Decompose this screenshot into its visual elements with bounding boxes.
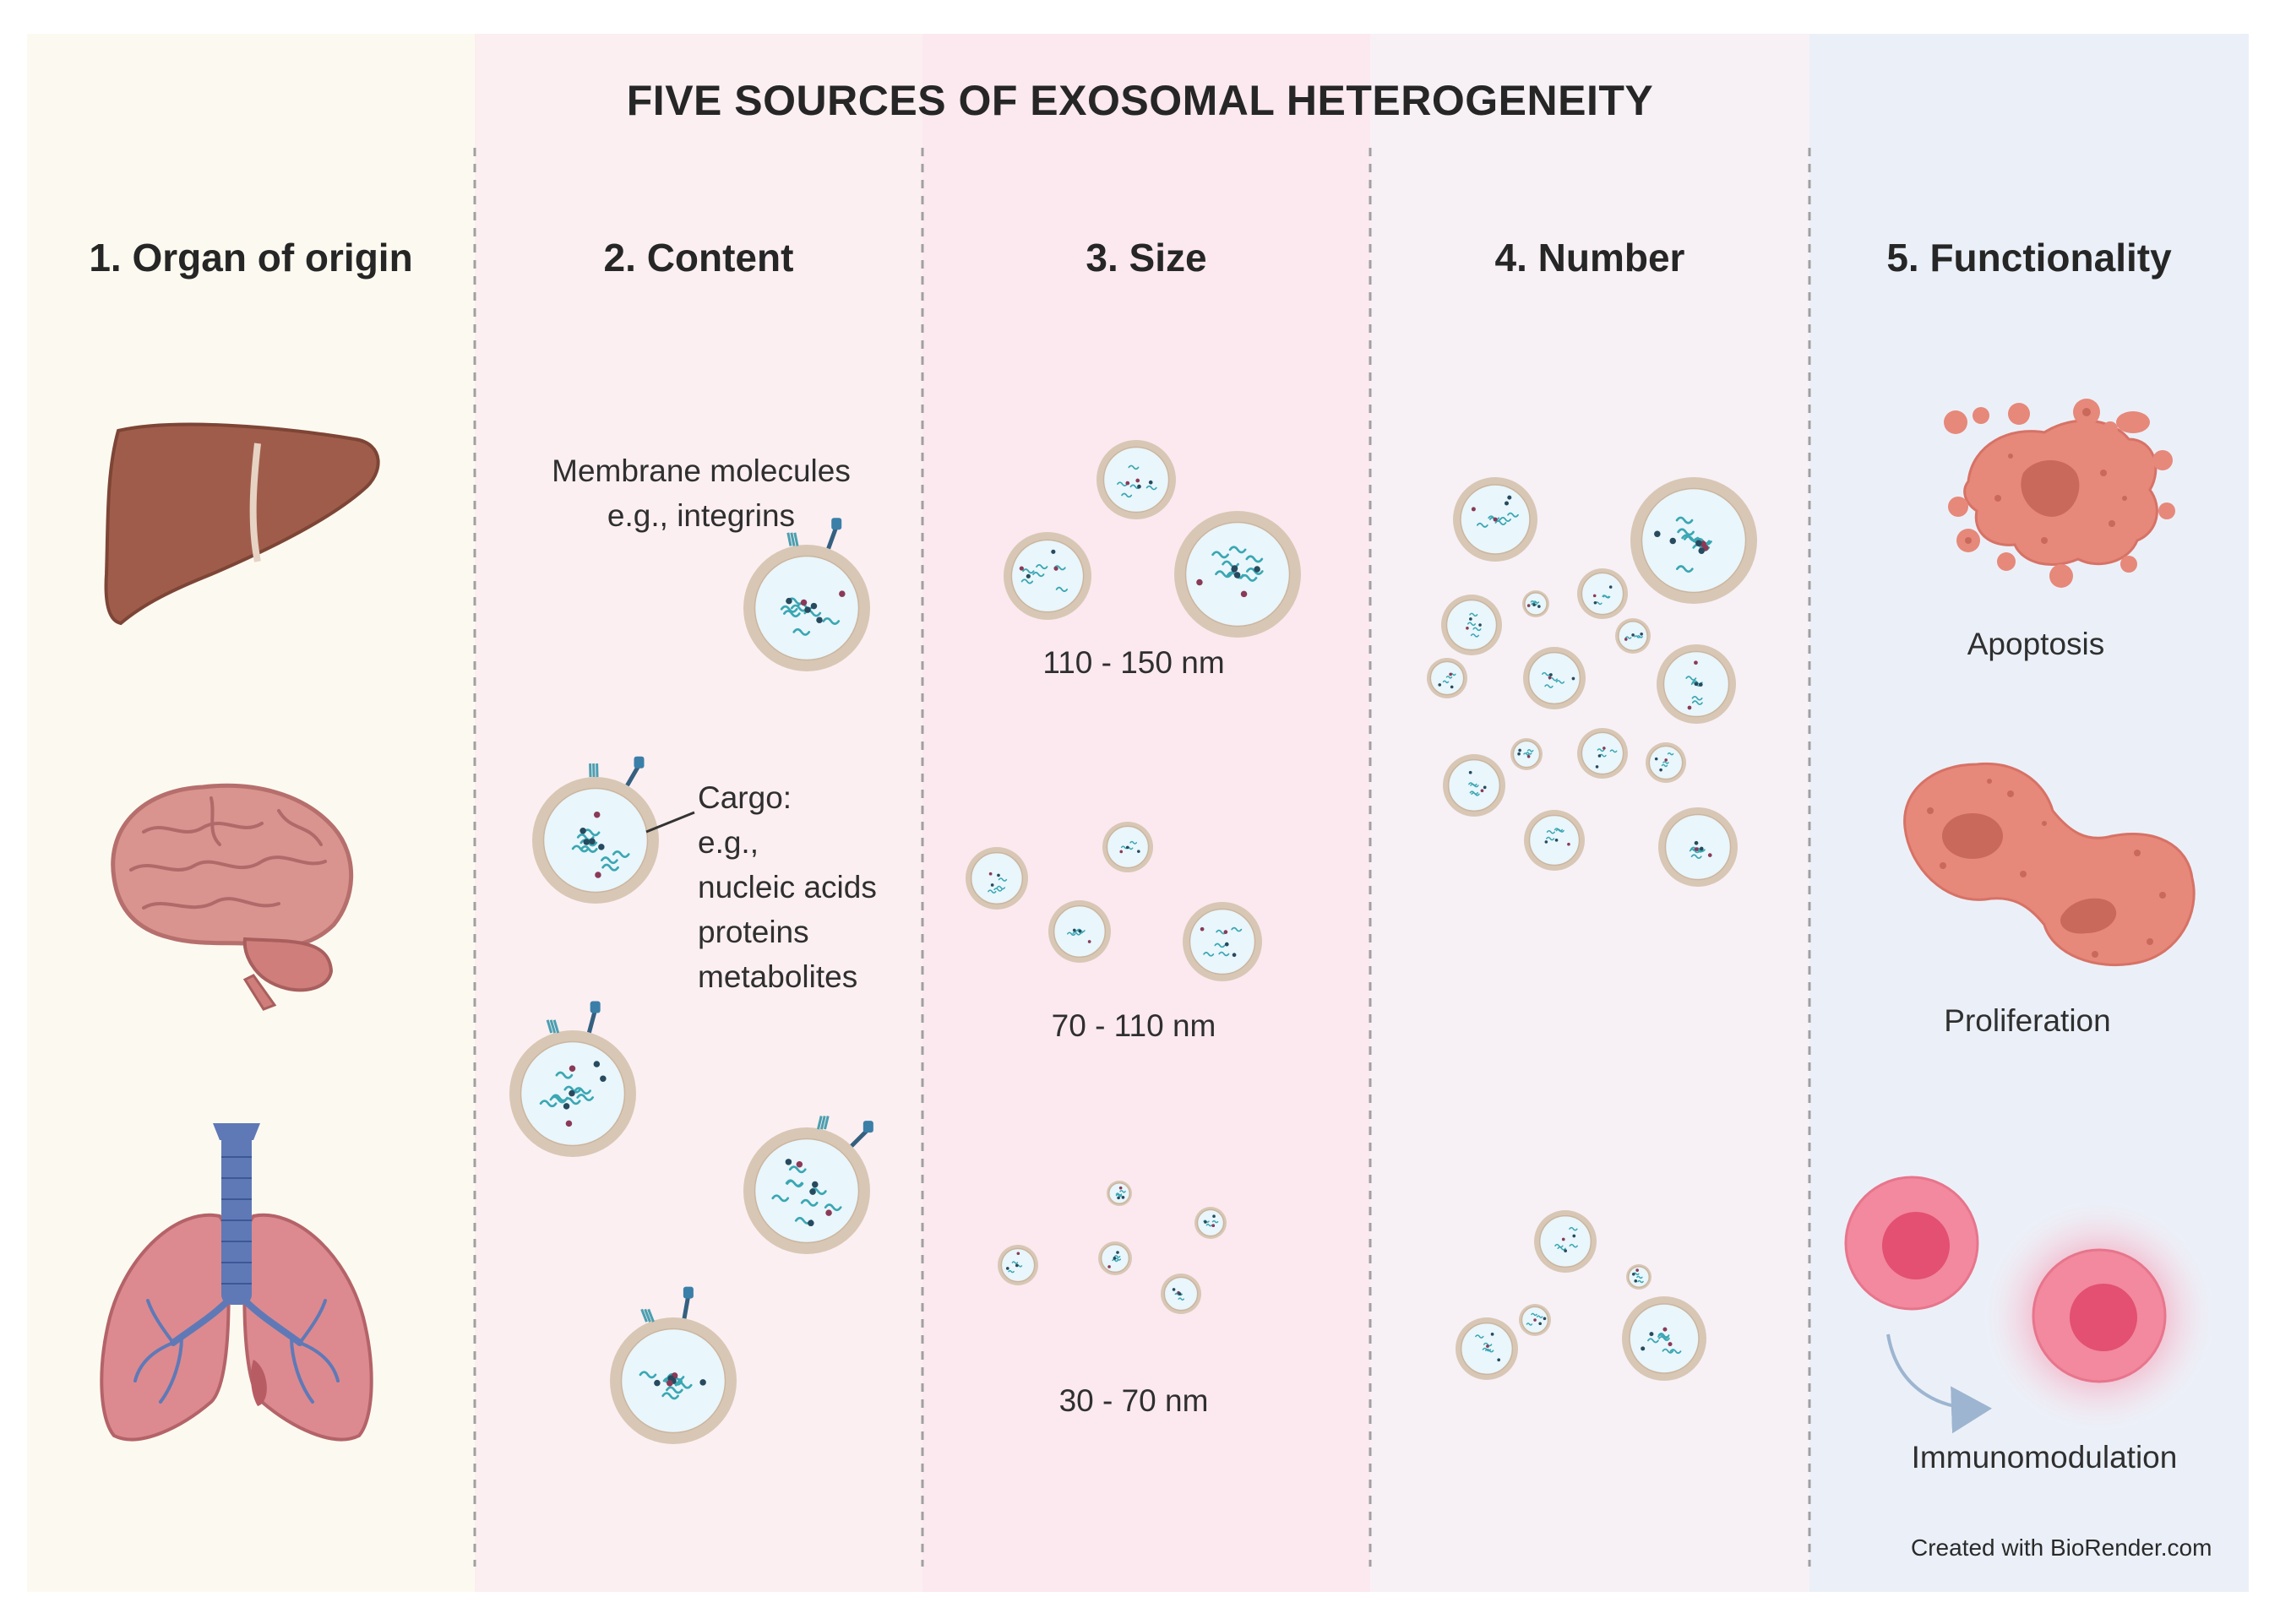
exosome-icon [966,847,1028,910]
cargo-line: metabolites [698,959,858,994]
lungs-icon [100,1123,373,1442]
exosome-icon [1102,822,1153,872]
heading-content: 2. Content [603,236,794,280]
receptor-icon [589,756,645,787]
exosome-icon [1510,738,1543,770]
exosome-icon [1626,1264,1652,1290]
exosome-icon [509,1001,636,1157]
exosome-icon [1523,647,1586,709]
cargo-line: e.g., [698,825,759,860]
exosome-icon [1443,754,1505,817]
exosome-icon [1183,902,1262,981]
proliferation-label: Proliferation [1944,1003,2111,1038]
receptor-icon [786,518,842,550]
exosome-icon [532,756,659,904]
column-dividers [473,148,1811,1567]
exosome-icon [1534,1210,1597,1273]
exosome-icon [1161,1274,1201,1314]
receptor-icon [546,1001,601,1034]
exosome-icon [1098,1241,1132,1275]
exosome-icon [743,1116,873,1254]
exosome-icon [1658,807,1738,887]
heading-organ-of-origin: 1. Organ of origin [89,236,413,280]
exosome-icon [1630,477,1757,604]
dividing-cell-icon [1903,762,2196,967]
exosome-icon [1657,644,1736,724]
size-label-medium: 70 - 110 nm [1051,1008,1216,1043]
liver-icon [104,422,380,626]
exosome-group [509,440,1757,1444]
size-label-large: 110 - 150 nm [1042,645,1225,680]
membrane-example-label: e.g., integrins [607,498,796,533]
exosome-icon [1519,1304,1551,1336]
figure-title: FIVE SOURCES OF EXOSOMAL HETEROGENEITY [626,77,1654,124]
exosome-icon [1456,1317,1518,1380]
arrow-icon [1886,1333,1992,1434]
column-bg-size [922,34,1370,1592]
exosome-icon [1622,1296,1706,1381]
cargo-leader-line [645,811,695,834]
exosome-icon [1646,742,1686,783]
membrane-molecules-label: Membrane molecules [552,454,851,488]
exosome-icon [1427,658,1467,698]
apoptosis-label: Apoptosis [1967,627,2105,661]
brain-icon [111,783,354,1011]
immunomodulation-label: Immunomodulation [1911,1440,2178,1475]
cargo-label: Cargo: e.g., nucleic acids proteins meta… [698,775,877,999]
column-bg-number [1370,34,1809,1592]
exosome-icon [1194,1207,1227,1239]
exosome-icon [1107,1181,1132,1206]
exosome-icon [1096,440,1176,519]
receptor-icon [640,1286,694,1323]
exosome-icon [1615,618,1651,654]
heading-functionality: 5. Functionality [1886,236,2172,280]
size-label-small: 30 - 70 nm [1058,1383,1209,1418]
apoptotic-cell-icon [1944,399,2175,588]
cargo-line: proteins [698,915,809,949]
exosome-icon [1004,532,1091,620]
exosome-icon [998,1245,1038,1285]
exosome-icon [1522,590,1549,617]
heading-size: 3. Size [1086,236,1207,280]
receptor-icon [817,1116,873,1148]
exosome-icon [1453,477,1537,562]
biorender-credit: Created with BioRender.com [1911,1534,2212,1561]
exosome-icon [743,518,870,671]
exosome-icon [1048,900,1111,963]
exosome-icon [1441,595,1502,655]
exosome-icon [610,1286,737,1444]
immune-cell-icon [1844,1176,2216,1434]
cargo-line: Cargo: [698,780,792,815]
exosome-icon [1577,568,1628,619]
cargo-line: nucleic acids [698,870,877,904]
exosome-icon [1174,511,1301,638]
exosome-icon [1577,728,1628,779]
exosome-icon [1524,810,1585,871]
heading-number: 4. Number [1494,236,1685,280]
